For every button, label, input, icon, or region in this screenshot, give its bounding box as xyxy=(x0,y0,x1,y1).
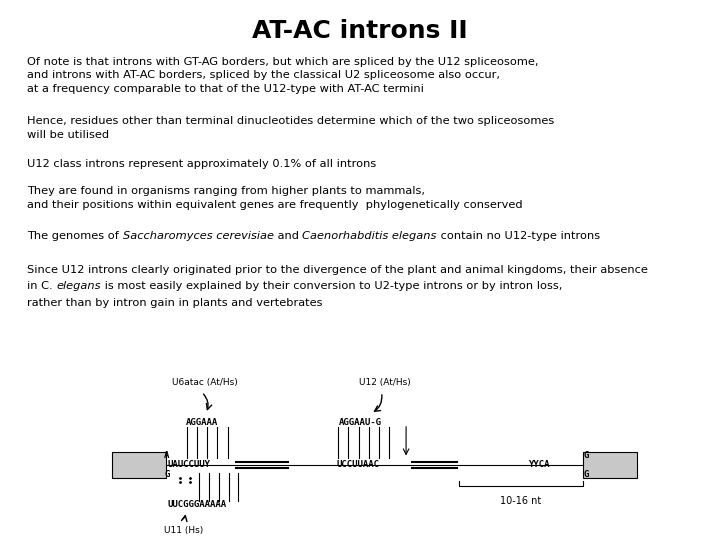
Text: Saccharomyces cerevisiae: Saccharomyces cerevisiae xyxy=(123,231,274,241)
Text: U6atac (At/Hs): U6atac (At/Hs) xyxy=(172,378,238,387)
Text: Since U12 introns clearly originated prior to the divergence of the plant and an: Since U12 introns clearly originated pri… xyxy=(27,265,648,275)
Text: G: G xyxy=(164,470,169,480)
Text: AGGAAA: AGGAAA xyxy=(186,418,218,427)
Bar xyxy=(112,452,166,478)
Text: is most easily explained by their conversion to U2-type introns or by intron los: is most easily explained by their conver… xyxy=(101,281,562,291)
Text: Caenorhabditis elegans: Caenorhabditis elegans xyxy=(302,231,437,241)
Text: They are found in organisms ranging from higher plants to mammals,
and their pos: They are found in organisms ranging from… xyxy=(27,186,523,210)
Text: Hence, residues other than terminal dinucleotides determine which of the two spl: Hence, residues other than terminal dinu… xyxy=(27,116,554,140)
Text: rather than by intron gain in plants and vertebrates: rather than by intron gain in plants and… xyxy=(27,298,323,308)
Text: U12 (At/Hs): U12 (At/Hs) xyxy=(359,378,411,387)
Text: UUCGGGAAAAA: UUCGGGAAAAA xyxy=(168,501,227,509)
Text: contain no U12-type introns: contain no U12-type introns xyxy=(437,231,600,241)
Text: U11 (Hs): U11 (Hs) xyxy=(164,526,203,535)
Text: Of note is that introns with GT-AG borders, but which are spliced by the U12 spl: Of note is that introns with GT-AG borde… xyxy=(27,57,539,94)
Text: U12 class introns represent approximately 0.1% of all introns: U12 class introns represent approximatel… xyxy=(27,159,377,170)
Text: UAUCCUUY: UAUCCUUY xyxy=(167,461,210,469)
Text: AGGAAU-G: AGGAAU-G xyxy=(338,418,382,427)
Text: G: G xyxy=(583,470,588,480)
Text: UCCUUAAC: UCCUUAAC xyxy=(337,461,380,469)
Text: AT-AC introns II: AT-AC introns II xyxy=(252,19,468,43)
Text: elegans: elegans xyxy=(57,281,101,291)
Text: in C.: in C. xyxy=(27,281,57,291)
Text: and: and xyxy=(274,231,302,241)
Text: 10-16 nt: 10-16 nt xyxy=(500,496,541,506)
Text: YYCA: YYCA xyxy=(528,461,549,469)
Text: The genomes of: The genomes of xyxy=(27,231,123,241)
Text: G: G xyxy=(583,450,588,460)
Text: A: A xyxy=(164,450,169,460)
Bar xyxy=(583,452,637,478)
